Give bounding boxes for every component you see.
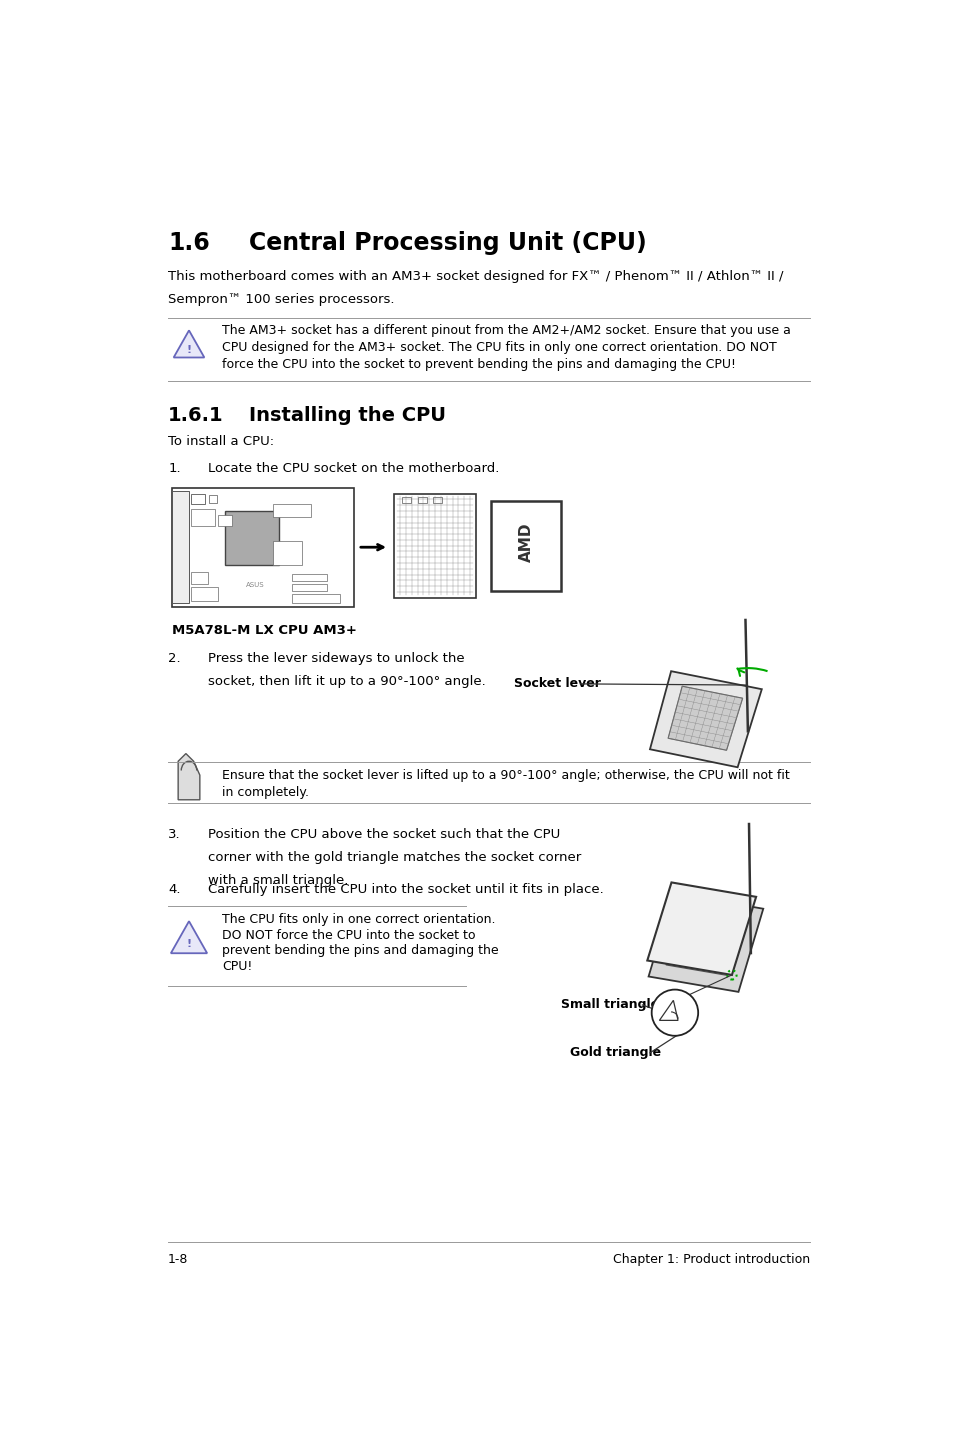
Text: corner with the gold triangle matches the socket corner: corner with the gold triangle matches th… (208, 851, 581, 863)
Bar (218, 516, 233, 526)
Text: M5A78L-M LX CPU AM3+: M5A78L-M LX CPU AM3+ (172, 624, 356, 637)
Text: prevent bending the pins and damaging the: prevent bending the pins and damaging th… (222, 944, 498, 957)
Text: 4.: 4. (168, 884, 180, 896)
Text: 1.6: 1.6 (168, 231, 210, 255)
Bar (192, 510, 214, 526)
Text: Central Processing Unit (CPU): Central Processing Unit (CPU) (249, 231, 646, 255)
Bar (292, 594, 340, 603)
Polygon shape (665, 908, 744, 975)
Bar (402, 497, 411, 503)
Text: socket, then lift it up to a 90°-100° angle.: socket, then lift it up to a 90°-100° an… (208, 676, 486, 689)
Bar (192, 587, 218, 601)
FancyBboxPatch shape (394, 494, 476, 597)
Text: Gold triangle: Gold triangle (569, 1047, 660, 1060)
Text: Installing the CPU: Installing the CPU (249, 405, 446, 425)
Bar (433, 497, 442, 503)
Polygon shape (647, 882, 756, 975)
Text: Press the lever sideways to unlock the: Press the lever sideways to unlock the (208, 653, 464, 666)
Text: Chapter 1: Product introduction: Chapter 1: Product introduction (612, 1253, 809, 1266)
Polygon shape (649, 672, 761, 768)
Text: Ensure that the socket lever is lifted up to a 90°-100° angle; otherwise, the CP: Ensure that the socket lever is lifted u… (222, 769, 789, 782)
Text: 1.6.1: 1.6.1 (168, 405, 223, 425)
Bar (273, 504, 311, 517)
Text: DO NOT force the CPU into the socket to: DO NOT force the CPU into the socket to (222, 929, 476, 942)
Bar (224, 511, 278, 564)
Bar (292, 574, 327, 581)
Text: This motherboard comes with an AM3+ socket designed for FX™ / Phenom™ II / Athlo: This motherboard comes with an AM3+ sock… (168, 269, 782, 282)
Text: 1.: 1. (168, 463, 180, 475)
Text: ASUS: ASUS (245, 583, 264, 589)
Polygon shape (178, 753, 199, 800)
Polygon shape (171, 921, 207, 954)
Text: in completely.: in completely. (222, 786, 309, 799)
Polygon shape (648, 894, 762, 992)
Text: Sempron™ 100 series processors.: Sempron™ 100 series processors. (168, 292, 395, 305)
Text: The AM3+ socket has a different pinout from the AM2+/AM2 socket. Ensure that you: The AM3+ socket has a different pinout f… (222, 324, 790, 338)
Text: Socket lever: Socket lever (514, 677, 600, 690)
Text: !: ! (186, 939, 192, 949)
Text: CPU!: CPU! (222, 959, 253, 972)
Polygon shape (659, 1001, 678, 1021)
Text: Small triangle: Small triangle (560, 998, 659, 1011)
Text: 1-8: 1-8 (168, 1253, 189, 1266)
Bar (172, 491, 189, 603)
Text: The CPU fits only in one correct orientation.: The CPU fits only in one correct orienta… (222, 914, 496, 927)
Text: Carefully insert the CPU into the socket until it fits in place.: Carefully insert the CPU into the socket… (208, 884, 603, 896)
Text: 3.: 3. (168, 828, 180, 841)
Text: force the CPU into the socket to prevent bending the pins and damaging the CPU!: force the CPU into the socket to prevent… (222, 358, 736, 371)
Text: Locate the CPU socket on the motherboard.: Locate the CPU socket on the motherboard… (208, 463, 499, 475)
Polygon shape (173, 331, 204, 358)
Text: 2.: 2. (168, 653, 180, 666)
Text: !: ! (186, 345, 192, 355)
Text: To install a CPU:: To install a CPU: (168, 435, 274, 448)
FancyBboxPatch shape (491, 501, 560, 591)
Bar (209, 495, 216, 503)
Bar (273, 541, 302, 564)
Bar (292, 584, 327, 591)
Text: Position the CPU above the socket such that the CPU: Position the CPU above the socket such t… (208, 828, 560, 841)
Circle shape (651, 990, 698, 1035)
Bar (192, 573, 208, 584)
FancyBboxPatch shape (172, 487, 354, 607)
Text: with a small triangle.: with a small triangle. (208, 874, 349, 886)
Text: CPU designed for the AM3+ socket. The CPU fits in only one correct orientation. : CPU designed for the AM3+ socket. The CP… (222, 341, 777, 354)
Text: AMD: AMD (518, 523, 533, 563)
Bar (417, 497, 427, 503)
Polygon shape (667, 686, 741, 750)
Bar (192, 494, 205, 504)
